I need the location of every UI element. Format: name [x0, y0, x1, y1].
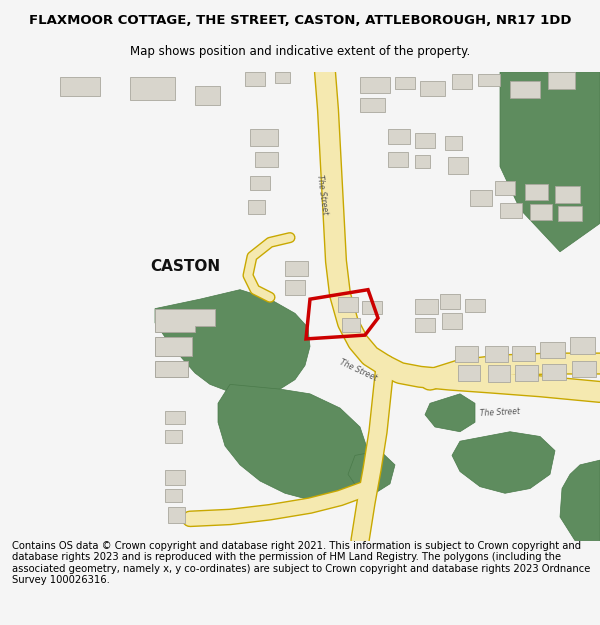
Polygon shape: [165, 469, 185, 485]
Text: FLAXMOOR COTTAGE, THE STREET, CASTON, ATTLEBOROUGH, NR17 1DD: FLAXMOOR COTTAGE, THE STREET, CASTON, AT…: [29, 14, 571, 27]
Polygon shape: [415, 299, 438, 314]
Polygon shape: [572, 361, 596, 377]
Polygon shape: [155, 309, 215, 332]
Polygon shape: [285, 280, 305, 296]
Polygon shape: [488, 366, 510, 382]
Text: CASTON: CASTON: [150, 259, 220, 274]
Polygon shape: [245, 72, 265, 86]
Polygon shape: [558, 206, 582, 221]
Text: Map shows position and indicative extent of the property.: Map shows position and indicative extent…: [130, 45, 470, 58]
Polygon shape: [570, 337, 595, 354]
Text: The Street: The Street: [315, 174, 329, 216]
Polygon shape: [155, 361, 188, 377]
Polygon shape: [478, 74, 500, 86]
Polygon shape: [388, 152, 408, 167]
Polygon shape: [440, 294, 460, 309]
Polygon shape: [515, 366, 538, 381]
Polygon shape: [530, 204, 552, 219]
Polygon shape: [338, 298, 358, 312]
Polygon shape: [250, 129, 278, 146]
Text: The Street: The Street: [338, 357, 378, 382]
Polygon shape: [165, 411, 185, 424]
Polygon shape: [500, 202, 522, 217]
Polygon shape: [415, 318, 435, 332]
Polygon shape: [255, 152, 278, 167]
Polygon shape: [525, 184, 548, 200]
Polygon shape: [452, 74, 472, 89]
Polygon shape: [362, 301, 382, 314]
Polygon shape: [218, 384, 368, 500]
Polygon shape: [360, 98, 385, 112]
Polygon shape: [165, 489, 182, 502]
Polygon shape: [560, 460, 600, 541]
Polygon shape: [540, 342, 565, 358]
Polygon shape: [285, 261, 308, 276]
Polygon shape: [248, 200, 265, 214]
Polygon shape: [512, 346, 535, 361]
Polygon shape: [275, 72, 290, 83]
Polygon shape: [425, 394, 475, 432]
Polygon shape: [420, 81, 445, 96]
Polygon shape: [342, 318, 360, 332]
Polygon shape: [395, 77, 415, 89]
Polygon shape: [360, 77, 390, 92]
Text: Contains OS data © Crown copyright and database right 2021. This information is : Contains OS data © Crown copyright and d…: [12, 541, 590, 586]
Polygon shape: [388, 129, 410, 144]
Polygon shape: [542, 364, 566, 379]
Polygon shape: [168, 508, 185, 522]
Polygon shape: [155, 289, 310, 394]
Polygon shape: [348, 451, 395, 493]
Polygon shape: [155, 337, 192, 356]
Polygon shape: [485, 346, 508, 362]
Polygon shape: [415, 133, 435, 148]
Polygon shape: [510, 81, 540, 98]
Polygon shape: [495, 181, 515, 195]
Polygon shape: [455, 346, 478, 362]
Polygon shape: [165, 430, 182, 443]
Polygon shape: [250, 176, 270, 190]
Polygon shape: [442, 313, 462, 329]
Polygon shape: [500, 72, 600, 252]
Polygon shape: [458, 366, 480, 381]
Polygon shape: [470, 190, 492, 206]
Polygon shape: [548, 72, 575, 89]
Polygon shape: [415, 155, 430, 169]
Polygon shape: [445, 136, 462, 149]
Text: The Street: The Street: [480, 408, 520, 418]
Polygon shape: [195, 86, 220, 105]
Polygon shape: [130, 77, 175, 100]
Polygon shape: [555, 186, 580, 202]
Polygon shape: [465, 299, 485, 312]
Polygon shape: [60, 77, 100, 96]
Polygon shape: [448, 157, 468, 174]
Polygon shape: [452, 432, 555, 493]
